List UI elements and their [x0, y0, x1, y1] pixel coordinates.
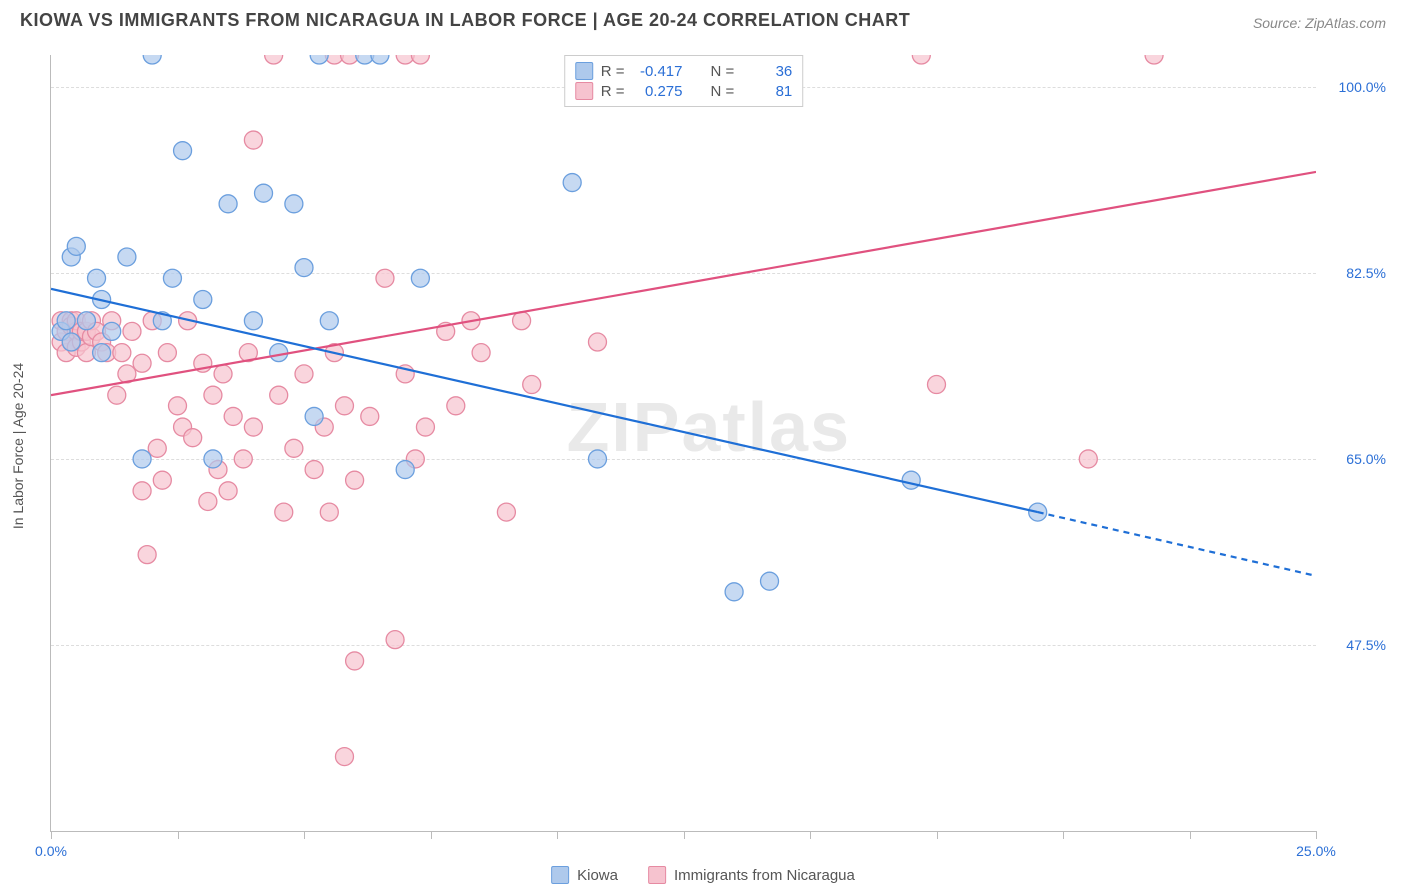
x-tick — [937, 831, 938, 839]
series-legend: Kiowa Immigrants from Nicaragua — [551, 866, 855, 884]
x-tick — [304, 831, 305, 839]
legend-label-b: Immigrants from Nicaragua — [674, 867, 855, 884]
y-tick-label: 47.5% — [1326, 637, 1386, 653]
legend-label-a: Kiowa — [577, 867, 618, 884]
x-tick — [178, 831, 179, 839]
r-label: R = — [601, 83, 625, 100]
n-value-b: 81 — [742, 83, 792, 100]
r-label: R = — [601, 63, 625, 80]
x-tick — [684, 831, 685, 839]
swatch-b-icon — [575, 82, 593, 100]
x-tick — [1316, 831, 1317, 839]
x-tick — [1190, 831, 1191, 839]
correlation-legend: R = -0.417 N = 36 R = 0.275 N = 81 — [564, 55, 804, 107]
y-tick-label: 65.0% — [1326, 451, 1386, 467]
x-tick — [810, 831, 811, 839]
legend-item-b: Immigrants from Nicaragua — [648, 866, 855, 884]
x-tick — [51, 831, 52, 839]
x-tick — [557, 831, 558, 839]
page-title: KIOWA VS IMMIGRANTS FROM NICARAGUA IN LA… — [20, 10, 910, 31]
source-attribution: Source: ZipAtlas.com — [1253, 15, 1386, 31]
r-value-b: 0.275 — [633, 83, 683, 100]
legend-row-a: R = -0.417 N = 36 — [575, 62, 793, 80]
scatter-plot-svg — [51, 55, 1316, 831]
x-tick-label: 25.0% — [1296, 843, 1336, 859]
legend-row-b: R = 0.275 N = 81 — [575, 82, 793, 100]
chart-plot-area: ZIPatlas R = -0.417 N = 36 R = 0.275 N =… — [50, 55, 1316, 832]
x-tick — [431, 831, 432, 839]
x-tick — [1063, 831, 1064, 839]
y-axis-title: In Labor Force | Age 20-24 — [10, 363, 26, 529]
n-label: N = — [711, 83, 735, 100]
x-tick-label: 0.0% — [35, 843, 67, 859]
swatch-b-icon — [648, 866, 666, 884]
n-label: N = — [711, 63, 735, 80]
swatch-a-icon — [575, 62, 593, 80]
r-value-a: -0.417 — [633, 63, 683, 80]
y-tick-label: 100.0% — [1326, 79, 1386, 95]
n-value-a: 36 — [742, 63, 792, 80]
legend-item-a: Kiowa — [551, 866, 618, 884]
y-tick-label: 82.5% — [1326, 265, 1386, 281]
swatch-a-icon — [551, 866, 569, 884]
